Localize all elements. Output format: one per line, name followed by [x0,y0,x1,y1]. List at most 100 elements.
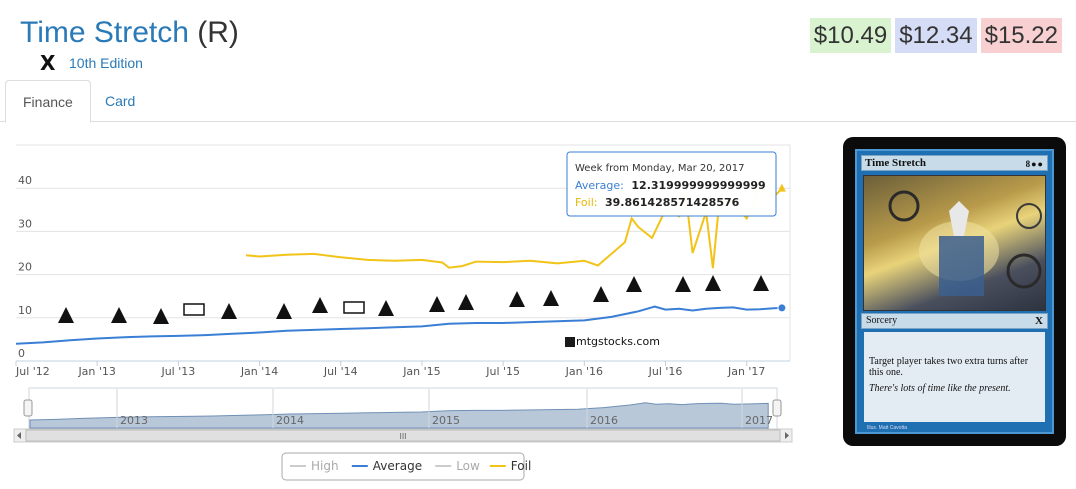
scrollbar-thumb[interactable] [25,429,781,442]
navigator-year-label: 2015 [432,414,460,427]
card-art [863,175,1046,311]
avg-price-badge: $12.34 [895,18,977,53]
navigator-right-handle[interactable] [772,399,782,417]
price-badges: $10.49 $12.34 $15.22 [806,18,1062,53]
art-spiral-icon [888,190,920,222]
set-marker-icon [183,303,205,316]
set-row: X 10th Edition [40,51,143,75]
set-marker-icon [626,276,642,292]
y-tick-label: 40 [18,174,32,187]
x-tick-label: Jan '13 [77,365,115,378]
set-marker-icon [543,290,559,306]
x-axis-ticks: Jul '12 Jan '13 Jul '13 Jan '14 Jul '14 Jan '… [15,361,765,378]
card-artist: Illus. Matt Cavotta [867,425,908,431]
tooltip-heading: Week from Monday, Mar 20, 2017 [575,163,744,174]
low-price-badge: $10.49 [809,18,892,53]
hover-point-average [777,303,787,313]
set-marker-icon [343,301,365,314]
tab-bar: Finance Card [0,80,1076,123]
card-flavor-text: There's lots of time like the present. [869,383,1011,394]
tooltip-average-label: Average: [575,179,624,192]
scrollbar-grip: III [399,432,406,441]
y-tick-label: 0 [18,347,25,360]
card-text-box: Target player takes two extra turns afte… [864,332,1045,422]
art-figure [939,236,984,296]
tooltip-foil-row: Foil: 39.861428571428576 [575,196,740,209]
card-rules-text: Target player takes two extra turns afte… [869,356,1029,378]
y-tick-label: 10 [18,304,32,317]
x-tick-label: Jul '14 [323,365,358,378]
x-tick-label: Jan '15 [402,365,440,378]
card-rarity: (R) [197,16,239,49]
chart-legend: High Average Low Foil [281,452,531,481]
x-tick-label: Jan '17 [727,365,765,378]
tooltip-average-value: 12.319999999999999 [631,179,765,192]
tooltip-foil-value: 39.861428571428576 [605,196,740,209]
watermark-text: mtgstocks.com [576,335,660,348]
set-marker-icon [221,303,237,319]
scroll-right-arrow-icon[interactable] [785,432,789,439]
navigator-year-label: 2016 [590,414,618,427]
legend-item-high[interactable]: High [290,459,339,473]
x-tick-label: Jul '12 [15,365,50,378]
navigator-year-labels: 2013 2014 2015 2016 2017 [116,389,773,428]
mana-cost-icon: 8●● [1025,159,1044,169]
x-tick-label: Jan '16 [565,365,603,378]
y-axis-ticks: 0 10 20 30 40 [18,174,32,360]
chart-tooltip: Week from Monday, Mar 20, 2017 Average: … [566,151,777,217]
set-marker-icon [509,291,525,307]
card-type-line: Sorcery [866,315,898,326]
card-set-symbol-icon: X [1035,315,1043,327]
y-tick-label: 30 [18,217,32,230]
card-type-bar: Sorcery X [861,313,1048,329]
chart-scrollbar[interactable]: III [13,428,793,443]
legend-label: Low [456,459,480,473]
hover-point-foil [777,183,786,192]
card-title-bar: Time Stretch 8●● [861,155,1048,171]
legend-item-low[interactable]: Low [435,459,480,473]
set-marker-icon [276,303,292,319]
tooltip-foil-label: Foil: [575,196,597,209]
set-marker-icon [753,275,769,291]
legend-label: Average [373,459,422,473]
navigator-year-label: 2017 [745,414,773,427]
set-marker-icon [312,297,328,313]
x-tick-label: Jul '16 [648,365,683,378]
page-title: Time Stretch (R) [20,14,239,52]
navigator-left-handle[interactable] [23,399,33,417]
x-tick-label: Jul '15 [485,365,520,378]
chart-navigator[interactable]: 2013 2014 2015 2016 2017 [23,387,782,430]
x-tick-label: Jul '13 [160,365,195,378]
navigator-year-label: 2014 [276,414,304,427]
set-marker-icon [593,286,609,302]
scroll-left-arrow-icon[interactable] [17,432,21,439]
legend-item-average[interactable]: Average [351,459,422,473]
tab-finance[interactable]: Finance [5,80,91,123]
tab-card[interactable]: Card [105,93,136,109]
set-marker-icon [153,308,169,324]
chart-series [15,183,787,345]
set-marker-icon [58,307,74,323]
set-symbol-icon: X [40,51,56,75]
card-name: Time Stretch [20,16,189,49]
set-release-markers [58,275,769,324]
legend-item-foil[interactable]: Foil [489,459,531,473]
legend-label: Foil [511,459,531,473]
card-image: Time Stretch 8●● Sorcery X Target player… [843,137,1066,446]
chart-gridlines [16,144,791,362]
set-marker-icon [378,300,394,316]
set-marker-icon [429,296,445,312]
series-line-foil [245,186,783,269]
set-link[interactable]: 10th Edition [69,55,143,71]
y-tick-label: 20 [18,261,32,274]
price-chart[interactable]: 0 10 20 30 40 Jul '12 Jan '13 Jul '13 Jan '14 Ju… [0,124,830,489]
series-line-average [15,305,782,345]
set-marker-icon [705,275,721,291]
legend-label: High [311,459,339,473]
card-face: Time Stretch 8●● Sorcery X Target player… [855,149,1054,434]
watermark-logo-icon [565,337,575,347]
watermark: mtgstocks.com [565,335,660,348]
navigator-series-area [29,402,769,429]
navigator-year-label: 2013 [120,414,148,427]
